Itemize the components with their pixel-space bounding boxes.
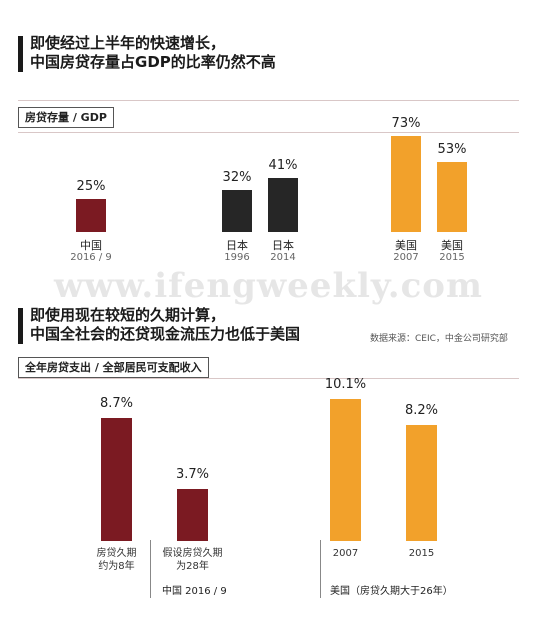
header1-line2: 中国房贷存量占GDP的比率仍然不高 (30, 53, 276, 71)
chart1-bar (437, 162, 467, 232)
chart1-category-sub: 2007 (393, 252, 419, 263)
header-accent-bar (18, 36, 23, 72)
chart2-value-label: 10.1% (324, 376, 367, 392)
header2-line1: 即使用现在较短的久期计算， (30, 306, 226, 324)
chart2-value-label: 8.2% (404, 403, 439, 419)
chart2-category-label: 2015 (408, 548, 435, 559)
chart2-bar (406, 425, 437, 541)
chart1-category-sub: 2014 (270, 252, 296, 263)
chart1-value-label: 25% (76, 179, 106, 195)
chart1-bar (391, 136, 421, 232)
divider-top (18, 100, 519, 101)
chart1-value-label: 41% (268, 158, 298, 174)
chart1-value-label: 53% (437, 142, 467, 158)
chart1-bar (268, 178, 298, 232)
china-group-divider (150, 540, 151, 598)
chart2-category-label: 房贷久期 约为8年 (96, 548, 137, 572)
chart1-value-label: 32% (222, 169, 252, 185)
source-note: 数据来源：CEIC，中金公司研究部 (370, 334, 508, 344)
usa-group-label: 美国（房贷久期大于26年） (330, 586, 453, 597)
chart1-category-sub: 2015 (439, 252, 465, 263)
chart1-bar (222, 189, 252, 232)
chart1-title: 房贷存量 / GDP (18, 107, 114, 128)
divider-chart1 (18, 132, 519, 133)
chart2-bar (177, 488, 208, 541)
chart1-category-label: 美国 (395, 239, 417, 252)
chart2-bar (330, 398, 361, 541)
divider-chart2 (18, 378, 519, 379)
chart1-category-label: 美国 (441, 239, 463, 252)
chart2-title: 全年房贷支出 / 全部居民可支配收入 (18, 357, 209, 378)
chart2-category-label: 假设房贷久期 为28年 (162, 548, 223, 572)
chart1-category-sub: 1996 (224, 252, 250, 263)
chart2-value-label: 8.7% (99, 396, 134, 412)
chart2-value-label: 3.7% (175, 466, 210, 482)
chart1-bar (76, 199, 106, 232)
chart1-value-label: 73% (391, 116, 421, 131)
chart1-category-label: 中国 (80, 239, 102, 252)
usa-group-divider (320, 540, 321, 598)
header2-line2: 中国全社会的还贷现金流压力也低于美国 (30, 325, 301, 343)
chart2-bar (101, 418, 132, 541)
chart1-category-label: 日本 (226, 239, 248, 252)
chart1-category-label: 日本 (272, 239, 294, 252)
header2-accent-bar (18, 308, 23, 344)
china-group-label: 中国 2016 / 9 (162, 586, 227, 597)
header1-line1: 即使经过上半年的快速增长， (30, 34, 226, 52)
chart2-category-label: 2007 (332, 548, 359, 559)
watermark: www.ifengweekly.com (54, 266, 483, 306)
chart1-category-sub: 2016 / 9 (70, 252, 112, 263)
